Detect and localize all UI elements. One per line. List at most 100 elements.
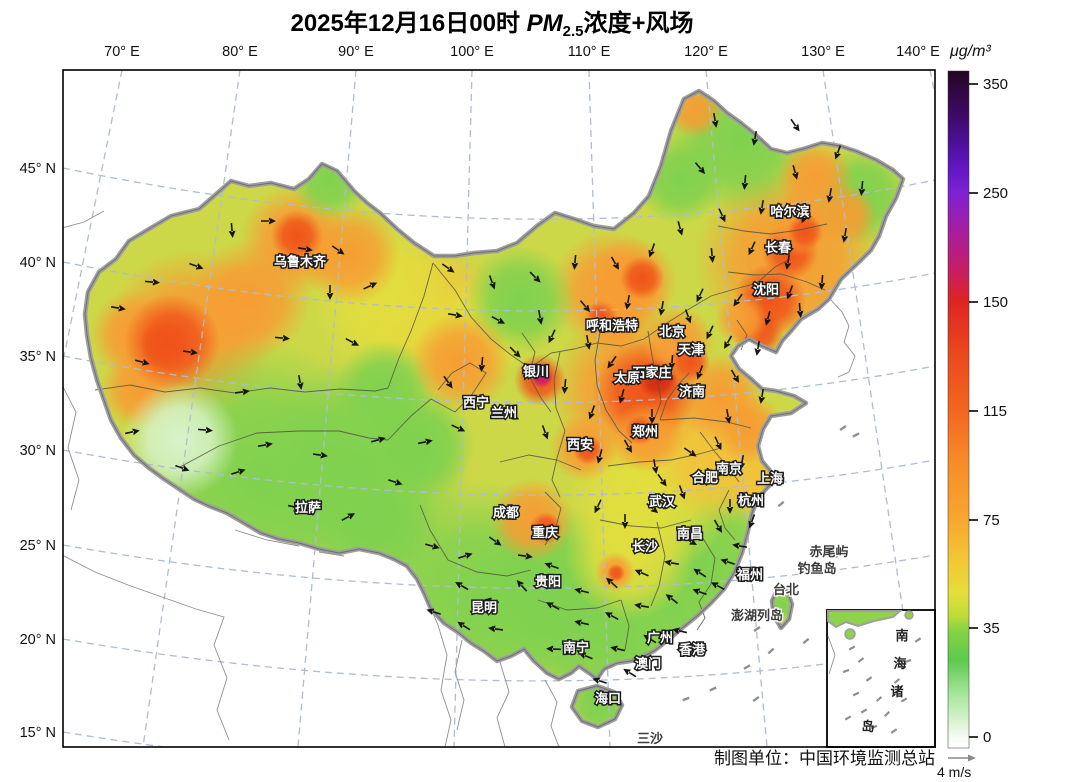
province-boundaries [94,223,828,651]
city-label: 拉萨 [295,500,321,515]
city-label: 福州 [736,567,763,582]
wind-arrow [579,300,591,313]
wind-arrow [658,300,666,316]
city-label: 太原 [613,370,640,385]
city-label: 郑州 [632,424,658,439]
colorbar-tick-label: 150 [983,294,1008,311]
wind-arrow [135,358,150,366]
latitude-tick-label: 35° N [20,349,56,365]
city-label: 上海 [757,471,783,486]
wind-scale-legend: 4 m/s [937,754,976,780]
wind-arrow [443,375,453,389]
wind-arrow [596,449,604,464]
wind-field [110,112,866,684]
wind-arrow [455,582,469,591]
wind-arrow [491,316,506,324]
wind-arrow [584,334,592,350]
pm25-blob [625,415,655,445]
wind-arrow [417,438,433,446]
wind-arrow [672,627,688,635]
inset-sea-name-char: 南 [895,628,908,643]
city-label: 济南 [679,384,705,399]
city-label: 台北 [773,582,799,597]
wind-arrow [818,274,826,290]
wind-arrow [488,536,502,546]
pm25-blob [716,294,768,346]
pm25-blob [412,312,512,412]
city-label: 呼和浩特 [586,318,638,333]
pm25-blob [620,256,664,300]
wind-arrow [261,217,276,225]
wind-arrow [588,405,596,420]
city-label: 乌鲁木齐 [274,254,327,269]
inset-sea-name-char: 岛 [861,719,874,734]
wind-arrow [604,612,619,620]
wind-arrow [197,426,213,434]
wind-arrow [545,602,560,610]
china-national-border [82,88,906,730]
wind-arrow [488,625,504,633]
pm25-blob [565,490,695,620]
wind-arrow [706,467,718,479]
wind-arrow [732,542,748,550]
wind-arrow [447,311,463,319]
wind-arrow [287,503,303,511]
city-label: 西宁 [463,395,489,410]
wind-arrow [529,271,541,283]
latitude-tick-label: 25° N [20,538,56,554]
wind-arrow [371,436,386,444]
inset-sea-name-char: 海 [893,656,906,671]
wind-arrow [646,502,659,514]
wind-arrow [578,652,593,660]
city-label: 重庆 [532,525,558,540]
wind-arrow [692,588,707,596]
colorbar-tick-label: 115 [983,403,1007,420]
city-label: 澳门 [635,656,661,671]
page-title: 2025年12月16日00时 PM2.5浓度+风场 [290,9,693,40]
colorbar-bar [947,70,970,749]
wind-arrow [544,562,559,570]
city-label: 南宁 [563,640,589,655]
wind-arrow [297,245,313,253]
wind-arrow [621,514,629,529]
wind-arrow [234,388,250,396]
wind-arrow [714,436,722,451]
wind-arrow [668,354,676,370]
wind-arrow [683,536,697,545]
wind-arrow [796,302,804,318]
city-label: 杭州 [738,493,764,508]
wind-arrow [651,458,659,474]
city-label: 贵阳 [535,574,561,589]
wind-arrow [648,243,656,258]
wind-arrow [296,374,304,390]
colorbar-tick-label: 35 [983,620,1000,637]
wind-arrow [758,199,766,215]
pm25-blob [140,320,190,370]
city-label: 昆明 [471,600,497,615]
wind-arrow [648,409,656,424]
colorbar-unit-label: μg/m³ [949,43,991,60]
wind-arrow [730,369,739,383]
pm25-blob [607,564,625,582]
pm25-blob [777,140,853,216]
city-label: 北京 [659,324,685,339]
pm25-blob [531,366,553,388]
wind-arrow [457,621,471,631]
wind-arrow [738,454,746,470]
city-label: 长春 [765,240,792,255]
graticule-lines [63,70,935,747]
wind-arrow [257,441,273,449]
latitude-tick-label: 20° N [20,632,56,648]
wind-arrow [274,334,290,342]
city-label: 赤尾屿 [809,544,848,559]
pm25-blob [530,512,562,544]
wind-arrow [606,577,618,589]
city-label: 兰州 [491,405,517,420]
wind-scale-label: 4 m/s [937,764,971,780]
wind-arrow [696,365,704,380]
city-label: 合肥 [692,470,718,485]
wind-arrow [708,247,716,263]
